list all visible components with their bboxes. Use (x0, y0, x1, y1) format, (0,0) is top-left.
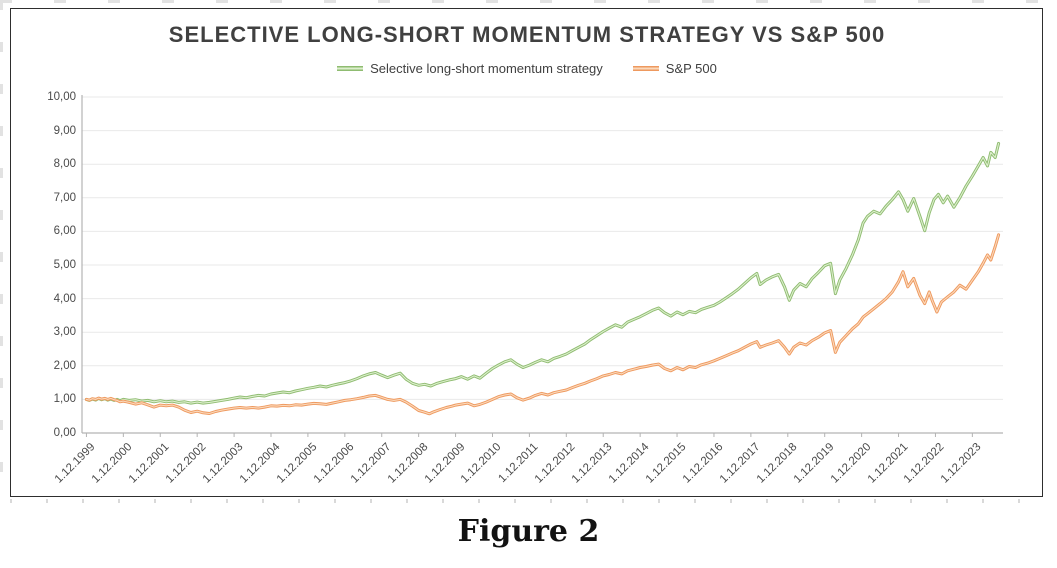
y-axis-tick-label: 7,00 (53, 191, 76, 204)
sp500-line (84, 233, 1001, 416)
strategy-line-swatch-icon (337, 66, 364, 71)
chart-title: SELECTIVE LONG-SHORT MOMENTUM STRATEGY V… (168, 22, 886, 47)
y-axis-tick-label: 0,00 (53, 427, 76, 439)
y-axis-tick-label: 2,00 (53, 359, 76, 372)
y-axis-tick-label: 5,00 (53, 259, 76, 271)
sp500-line-core (85, 234, 1000, 415)
legend-item-sp500: S&P 500 (632, 61, 717, 76)
legend-label-sp500: S&P 500 (665, 61, 717, 76)
legend-label-strategy: Selective long-short momentum strategy (370, 61, 603, 76)
chart-frame (10, 8, 1043, 497)
y-axis-tick-label: 6,00 (53, 225, 76, 238)
strategy-line (84, 141, 1001, 405)
y-axis-tick-label: 4,00 (53, 292, 76, 305)
y-axis-tick-label: 1,00 (53, 393, 76, 406)
strategy-line-core (85, 142, 1000, 404)
y-axis-tick-label: 10,00 (47, 91, 76, 103)
y-axis-tick-label: 3,00 (53, 326, 76, 339)
sp500-line-swatch-icon (632, 66, 659, 71)
y-axis-tick-label: 9,00 (53, 124, 76, 137)
chart-legend: Selective long-short momentum strategy S… (10, 61, 1044, 76)
legend-item-strategy: Selective long-short momentum strategy (337, 61, 603, 76)
figure-caption: Figure 2 (457, 514, 600, 549)
y-axis-tick-label: 8,00 (53, 158, 76, 171)
